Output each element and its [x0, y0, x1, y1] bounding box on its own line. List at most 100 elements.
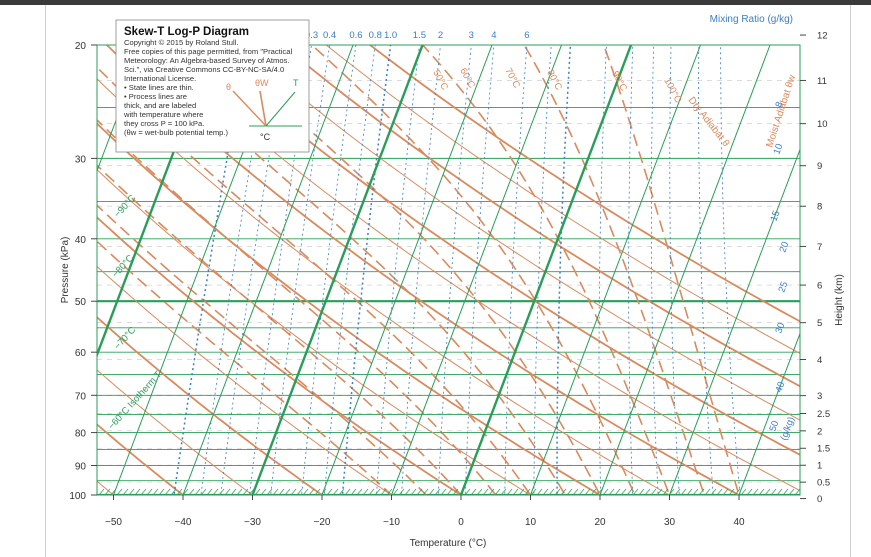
y2-axis-label: Height (km) [834, 274, 845, 326]
hatch-mark [350, 488, 357, 496]
legend-line-6: • State lines are thin. [124, 83, 194, 92]
hatch-mark [692, 488, 699, 496]
hatch-mark [104, 488, 111, 496]
hatch-mark [386, 488, 393, 496]
dry-adiabat-70 [237, 45, 800, 421]
hatch-mark [470, 488, 477, 496]
mixing-ratio-side-label-3: 20 [777, 240, 791, 254]
hatch-mark [602, 488, 609, 496]
mixing-ratio-15 [598, 45, 607, 495]
right-page-border [850, 5, 851, 557]
hatch-mark [710, 488, 717, 496]
hatch-mark [674, 488, 681, 496]
hatch-mark [362, 488, 369, 496]
plot-frame [96, 44, 801, 496]
dry-adiabat-label-1: 60°C [457, 66, 477, 90]
hatch-mark [512, 488, 519, 496]
hatch-mark [776, 488, 783, 496]
x-tick-label-8: 30 [664, 517, 676, 528]
y-tick-label-90: 90 [75, 462, 87, 473]
x-tick-label-1: −40 [175, 517, 192, 528]
hatch-mark [302, 488, 309, 496]
x-tick-label-7: 20 [594, 517, 606, 528]
hatch-mark [326, 488, 333, 496]
chart-title: Skew-T Log-P Diagram [124, 26, 249, 38]
mixing-ratio-3 [437, 45, 472, 495]
height-tick-label-6: 6 [817, 281, 822, 292]
x-tick-label-0: −50 [105, 517, 122, 528]
mixing-ratio-0.4 [270, 45, 331, 495]
hatch-mark [284, 488, 291, 496]
mixing-ratio-30 [669, 45, 680, 495]
hatch-mark [572, 488, 579, 496]
moist-adiabat-30 [421, 45, 671, 495]
mixing-ratio-6 [504, 45, 528, 495]
hatch-mark [554, 488, 561, 496]
height-tick-label-8: 4 [817, 355, 822, 366]
dry-adiabat--30 [97, 369, 254, 495]
moist-adiabat-text: Moist Adiabat θw [764, 73, 798, 149]
y-tick-label-50: 50 [75, 297, 87, 308]
hatch-mark [626, 488, 633, 496]
isotherm--20 [321, 45, 493, 495]
y-tick-label-60: 60 [75, 348, 87, 359]
hatch-mark [596, 488, 603, 496]
hatch-mark [740, 488, 747, 496]
mixing-ratio-10 [556, 45, 572, 495]
mixing-ratio-side-label-4: 25 [776, 280, 790, 294]
legend-line-1: Copyright © 2015 by Roland Stull. [124, 38, 239, 47]
hatch-mark [332, 488, 339, 496]
hatch-mark [452, 488, 459, 496]
height-tick-label-4: 8 [817, 202, 822, 213]
hatch-mark [656, 488, 663, 496]
hatch-mark [314, 488, 321, 496]
dry-adiabat-text: Dry Adiabat θ [686, 95, 732, 149]
y-tick-label-30: 30 [75, 154, 87, 165]
hatch-mark [476, 488, 483, 496]
mixing-ratio-side-label-0: 8 [773, 100, 785, 109]
hatch-mark [122, 488, 129, 496]
mixing-ratio-label-7: 1.0 [384, 30, 397, 41]
hatch-mark [434, 488, 441, 496]
hatch-mark [110, 488, 117, 496]
mixing-ratio-side-label-7: 50 [767, 419, 781, 433]
hatch-mark [464, 488, 471, 496]
hatch-mark [440, 488, 447, 496]
dry-adiabat-10 [97, 169, 532, 495]
mixing-ratio-4 [464, 45, 495, 495]
hatch-mark [128, 488, 135, 496]
hatch-mark [194, 488, 201, 496]
hatch-mark [218, 488, 225, 496]
height-tick-label-15: 0 [817, 494, 822, 505]
hatch-mark [578, 488, 585, 496]
hatch-mark [746, 488, 753, 496]
mixing-ratio-label-8: 1.5 [413, 30, 426, 41]
mixing-ratio-side-label-1: 10 [771, 142, 785, 156]
hatch-mark [290, 488, 297, 496]
mixing-ratio-0.1 [173, 45, 248, 495]
y-tick-label-80: 80 [75, 429, 87, 440]
height-tick-label-5: 7 [817, 242, 822, 253]
mixing-ratio-0.6 [301, 45, 357, 495]
legend-degc-symbol: °C [260, 132, 271, 142]
mixing-ratio-side-label-5: 30 [773, 321, 787, 335]
hatch-mark [212, 488, 219, 496]
mixing-ratio-0.8 [323, 45, 376, 495]
hatch-mark [734, 488, 741, 496]
hatch-mark [392, 488, 399, 496]
isotherm-hatch [98, 488, 801, 496]
moist-adiabat-25 [310, 45, 636, 495]
hatch-mark [428, 488, 435, 496]
hatch-mark [764, 488, 771, 496]
legend-line-7: • Process lines are [124, 92, 187, 101]
hatch-mark [794, 488, 801, 496]
hatch-mark [536, 488, 543, 496]
hatch-mark [170, 488, 177, 496]
mixing-ratio-title: Mixing Ratio (g/kg) [710, 14, 793, 25]
height-tick-label-0: 12 [817, 31, 828, 42]
x-tick-label-9: 40 [733, 517, 745, 528]
isotherm-30 [668, 148, 800, 495]
hatch-mark [230, 488, 237, 496]
legend-theta-symbol: θ [226, 82, 231, 92]
hatch-mark [614, 488, 621, 496]
